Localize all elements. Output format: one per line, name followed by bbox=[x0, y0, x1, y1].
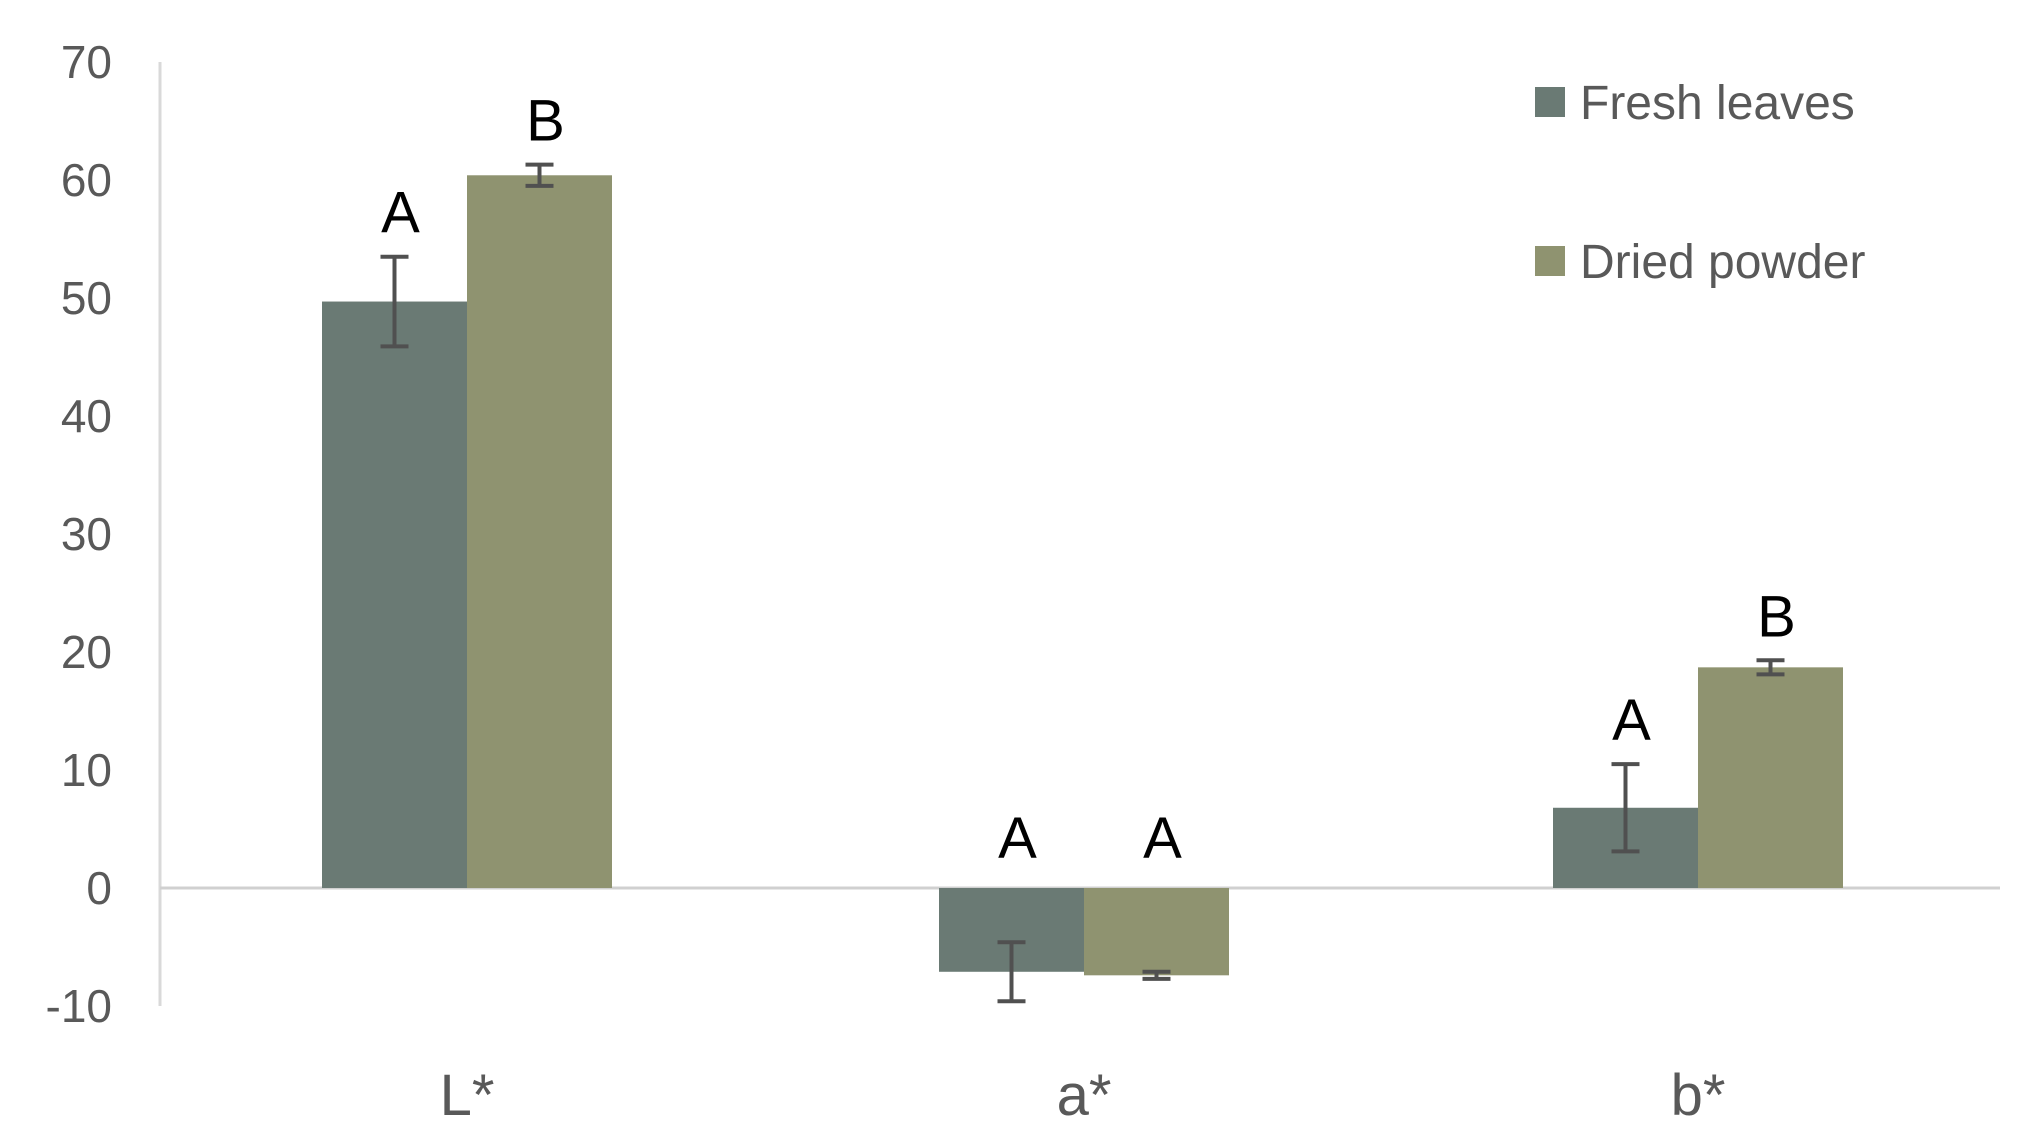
significance-letter: A bbox=[998, 806, 1037, 871]
y-tick-label: -10 bbox=[46, 980, 112, 1032]
error-bar bbox=[1142, 969, 1171, 981]
error-bar bbox=[1611, 762, 1640, 854]
x-category-label: a* bbox=[1057, 1063, 1112, 1128]
y-tick-label: 40 bbox=[61, 390, 112, 442]
legend: Fresh leaves Dried powder bbox=[1535, 77, 1865, 289]
error-bar bbox=[525, 162, 554, 188]
error-bar bbox=[1756, 658, 1785, 677]
significance-letter: A bbox=[1612, 688, 1651, 753]
y-tick-label: 10 bbox=[61, 744, 112, 796]
significance-letter: B bbox=[1757, 584, 1796, 649]
significance-letter: B bbox=[526, 89, 565, 154]
legend-label: Fresh leaves bbox=[1580, 77, 1855, 130]
y-tick-label: 30 bbox=[61, 508, 112, 560]
x-category-label: L* bbox=[440, 1063, 495, 1128]
error-bar bbox=[380, 254, 409, 349]
legend-swatch bbox=[1535, 246, 1565, 276]
labels: L* A Ba* A Ab* A B bbox=[381, 89, 1796, 1128]
legend-item: Dried powder bbox=[1535, 236, 1865, 289]
axes: -10 0 10 20 30 40 50 60 70 bbox=[46, 36, 2000, 1032]
y-tick-label: 60 bbox=[61, 154, 112, 206]
x-category-label: b* bbox=[1671, 1063, 1726, 1128]
legend-label: Dried powder bbox=[1580, 236, 1865, 289]
significance-letter: A bbox=[381, 181, 420, 246]
legend-swatch bbox=[1535, 87, 1565, 117]
y-tick-label: 70 bbox=[61, 36, 112, 88]
bars bbox=[322, 162, 1843, 1004]
error-bar bbox=[997, 940, 1026, 1004]
significance-letter: A bbox=[1143, 806, 1182, 871]
y-tick-label: 50 bbox=[61, 272, 112, 324]
y-tick-label: 0 bbox=[86, 862, 112, 914]
bar bbox=[467, 175, 612, 888]
y-tick-label: 20 bbox=[61, 626, 112, 678]
legend-item: Fresh leaves bbox=[1535, 77, 1855, 130]
bar bbox=[1698, 667, 1843, 888]
bar bbox=[1084, 888, 1229, 976]
bar bbox=[322, 301, 467, 888]
